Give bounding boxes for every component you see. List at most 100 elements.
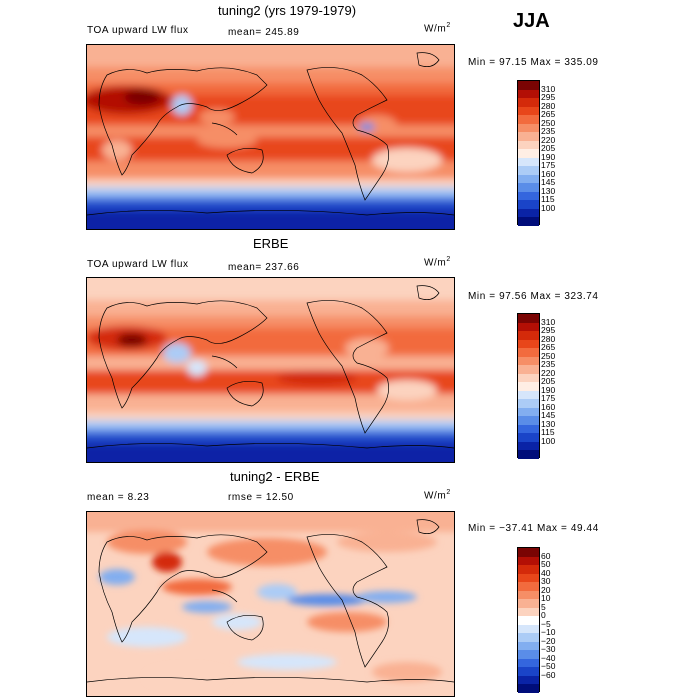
colorbar-swatch: [518, 641, 539, 651]
colorbar-swatch: [518, 115, 539, 124]
colorbar-tick-label: 295: [541, 92, 556, 103]
colorbar-swatch: [518, 650, 539, 659]
colorbar-tick-label: 40: [541, 567, 551, 578]
colorbar-tick-label: 160: [541, 401, 556, 412]
colorbar-swatch: [518, 416, 539, 425]
colorbar-tick-label: 280: [541, 333, 556, 344]
colorbar-swatches: [517, 547, 540, 693]
colorbar-tick-label: 310: [541, 316, 556, 327]
colorbar-tick-label: 250: [541, 350, 556, 361]
colorbar-swatch: [518, 548, 539, 557]
mean-value: mean= 237.66: [228, 262, 300, 273]
colorbar-swatch: [518, 174, 539, 184]
colorbar-tick-label: 0: [541, 610, 546, 621]
colorbar-swatch: [518, 123, 539, 133]
colorbar-swatch: [518, 607, 539, 617]
colorbar-swatch: [518, 590, 539, 600]
colorbar-swatch: [518, 166, 539, 175]
colorbar-tick-label: 115: [541, 427, 555, 438]
colorbar-swatch: [518, 183, 539, 192]
colorbar-tick-label: 250: [541, 117, 556, 128]
units-label: W/m2: [424, 256, 451, 269]
colorbar-tick-label: −20: [541, 635, 556, 646]
mean-value: mean= 245.89: [228, 27, 300, 38]
colorbar-swatch: [518, 624, 539, 634]
colorbar-swatch: [518, 322, 539, 332]
colorbar-swatch: [518, 573, 539, 583]
colorbar-tick-label: −50: [541, 661, 556, 672]
colorbar-tick-label: 190: [541, 384, 556, 395]
colorbar-swatch: [518, 356, 539, 366]
colorbar-tick-label: 130: [541, 418, 556, 429]
colorbar-swatch: [518, 450, 539, 459]
colorbar-tick-label: 175: [541, 393, 556, 404]
colorbar-swatch: [518, 441, 539, 451]
colorbar-swatch: [518, 106, 539, 116]
colorbar-swatch: [518, 89, 539, 99]
colorbar-swatch: [518, 667, 539, 676]
colorbar-swatch: [518, 407, 539, 417]
colorbar-swatch: [518, 390, 539, 400]
min-max-text: Min = 97.15 Max = 335.09: [468, 57, 599, 68]
colorbar-swatch: [518, 348, 539, 357]
colorbar-tick-label: 145: [541, 410, 556, 421]
colorbar-swatch: [518, 331, 539, 340]
colorbar-tick-label: 5: [541, 601, 546, 612]
colorbar-tick-label: 100: [541, 202, 556, 213]
colorbar-tick-label: 235: [541, 126, 556, 137]
colorbar-swatches: [517, 80, 540, 226]
colorbar-swatch: [518, 200, 539, 209]
colorbar-swatch: [518, 98, 539, 107]
colorbar-swatch: [518, 339, 539, 349]
colorbar-swatch: [518, 684, 539, 693]
colorbar-swatch: [518, 157, 539, 167]
colorbar-tick-label: 175: [541, 160, 556, 171]
colorbar-swatches: [517, 313, 540, 459]
colorbar-tick-label: 50: [541, 559, 551, 570]
colorbar-tick-label: 265: [541, 109, 556, 120]
colorbar-swatch: [518, 314, 539, 323]
colorbar-tick-label: 205: [541, 376, 556, 387]
map-difference: [86, 511, 455, 697]
colorbar-swatch: [518, 424, 539, 434]
colorbar-swatch: [518, 373, 539, 383]
colorbar-swatch: [518, 599, 539, 608]
colorbar-tick-label: −10: [541, 627, 556, 638]
panel-title: tuning2 - ERBE: [230, 469, 320, 484]
colorbar-tick-label: 160: [541, 168, 556, 179]
colorbar-swatch: [518, 217, 539, 226]
colorbar-swatch: [518, 191, 539, 201]
field-label: TOA upward LW flux: [87, 25, 189, 36]
colorbar-tick-label: 220: [541, 134, 556, 145]
colorbar-tick-label: 130: [541, 185, 556, 196]
colorbar-tick-label: −40: [541, 652, 556, 663]
season-label: JJA: [513, 10, 550, 32]
min-max-text: Min = −37.41 Max = 49.44: [468, 523, 599, 534]
colorbar-tick-label: 310: [541, 83, 556, 94]
colorbar-tick-label: 60: [541, 550, 551, 561]
colorbar-tick-label: −5: [541, 618, 551, 629]
mean-value: mean = 8.23: [87, 492, 150, 503]
panel-title: ERBE: [253, 236, 289, 251]
colorbar-swatch: [518, 132, 539, 141]
colorbar-swatch: [518, 208, 539, 218]
colorbar-swatch: [518, 556, 539, 566]
panel-title: tuning2 (yrs 1979-1979): [218, 3, 357, 18]
colorbar-swatch: [518, 633, 539, 642]
colorbar-swatch: [518, 81, 539, 90]
colorbar-swatch: [518, 582, 539, 591]
colorbar-tick-label: 295: [541, 325, 556, 336]
colorbar-swatch: [518, 675, 539, 685]
units-label: W/m2: [424, 489, 451, 502]
colorbar-swatch: [518, 433, 539, 442]
colorbar-tick-label: 10: [541, 593, 551, 604]
colorbar-tick-label: 265: [541, 342, 556, 353]
colorbar-swatch: [518, 382, 539, 391]
colorbar-tick-label: 20: [541, 584, 551, 595]
colorbar-tick-label: −30: [541, 644, 556, 655]
colorbar-tick-label: 235: [541, 359, 556, 370]
colorbar-tick-label: 205: [541, 143, 556, 154]
colorbar-swatch: [518, 616, 539, 625]
colorbar-tick-label: 115: [541, 194, 555, 205]
colorbar-tick-label: 30: [541, 576, 551, 587]
